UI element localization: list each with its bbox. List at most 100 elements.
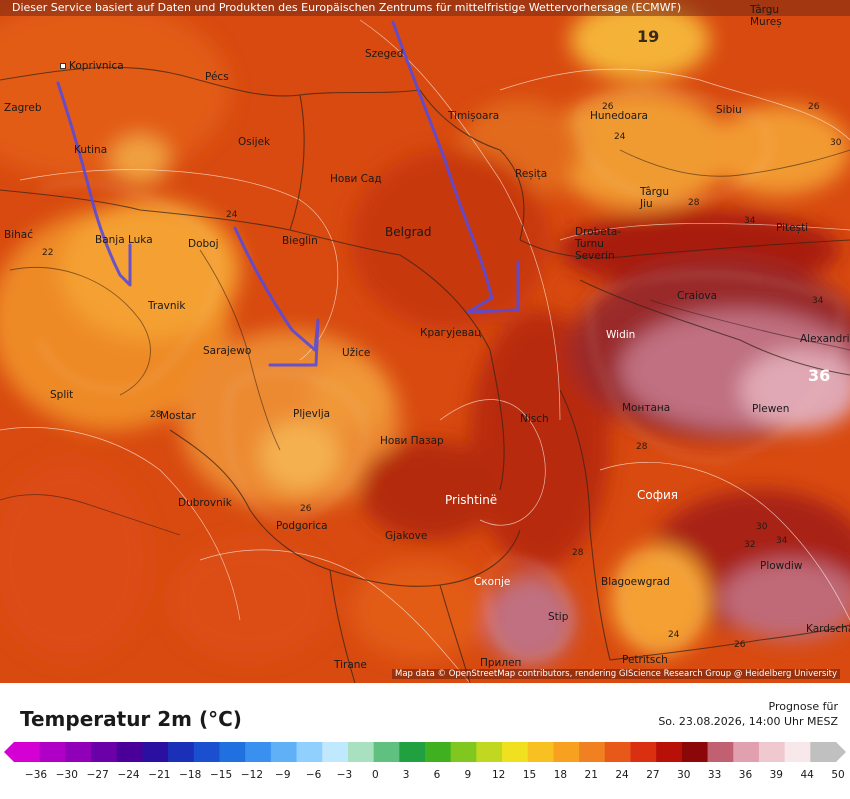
- city-label: Nisch: [520, 413, 549, 425]
- isotherm-label: 30: [756, 522, 768, 532]
- city-label: Bihać: [4, 229, 33, 241]
- scale-cell: [373, 742, 400, 762]
- city-label: Pécs: [205, 71, 229, 83]
- city-label: Doboj: [188, 238, 219, 250]
- isotherm-label: 26: [808, 102, 820, 112]
- city-label: Užice: [342, 347, 371, 359]
- isotherm-label: 28: [636, 442, 648, 452]
- city-label: Скопје: [474, 576, 511, 588]
- ecmwf-credit: Dieser Service basiert auf Daten und Pro…: [0, 0, 850, 16]
- city-label: Tirane: [334, 659, 367, 671]
- city-label: Dubrovnik: [178, 497, 232, 509]
- scale-tick-label: 6: [433, 769, 441, 781]
- scale-tick-label: 36: [738, 769, 753, 781]
- city-label: Plewen: [752, 403, 790, 415]
- scale-tick-label: 30: [677, 769, 691, 781]
- city-label: Монтана: [622, 402, 671, 414]
- scale-tick-label: 39: [769, 769, 783, 781]
- city-marker-icon: [60, 63, 66, 69]
- scale-cell: [245, 742, 272, 762]
- city-label: Belgrad: [385, 225, 432, 239]
- scale-cell: [502, 742, 529, 762]
- isotherm-label: 28: [688, 198, 700, 208]
- scale-cell: [707, 742, 734, 762]
- isotherm-label: 24: [614, 132, 626, 142]
- scale-cell: [142, 742, 169, 762]
- scale-cell: [65, 742, 92, 762]
- scale-cell: [270, 742, 298, 762]
- scale-cell: [219, 742, 246, 762]
- color-scale-cells: [4, 742, 846, 762]
- map-canvas: [0, 0, 850, 683]
- isotherm-label: 26: [602, 102, 614, 112]
- temperature-map[interactable]: Dieser Service basiert auf Daten und Pro…: [0, 0, 850, 683]
- scale-cell: [579, 742, 606, 762]
- scale-cell: [604, 742, 631, 762]
- city-label: Târgu Jiu: [640, 186, 670, 210]
- city-label: Прилеп: [480, 657, 522, 669]
- city-label: Drobeta-Turnu Severin: [575, 226, 622, 262]
- scale-cell: [399, 742, 426, 762]
- scale-tick-label: −12: [240, 769, 264, 781]
- city-label: Mostar: [160, 410, 196, 422]
- isotherm-label: 26: [300, 504, 312, 514]
- scale-tick-label: 50: [831, 769, 845, 781]
- scale-tick-label: 21: [584, 769, 598, 781]
- scale-tick-label: 15: [522, 769, 537, 781]
- scale-cell: [450, 742, 477, 762]
- scale-tick-label: 44: [800, 769, 814, 781]
- scale-tick-label: 33: [707, 769, 722, 781]
- isotherm-label: 28: [150, 410, 162, 420]
- scale-tick-label: −30: [55, 769, 78, 781]
- scale-tick-label: −36: [24, 769, 48, 781]
- scale-tick-label: −9: [275, 769, 291, 781]
- scale-tick-label: −21: [148, 769, 171, 781]
- isotherm-label: 28: [572, 548, 584, 558]
- scale-cell: [168, 742, 195, 762]
- scale-tick-label: −27: [86, 769, 109, 781]
- scale-tick-label: 18: [553, 769, 568, 781]
- city-label: Kardschali: [806, 623, 850, 635]
- scale-tick-label: −6: [305, 769, 322, 781]
- city-label: Timișoara: [448, 110, 500, 122]
- scale-tick-label: −18: [179, 769, 202, 781]
- city-label: Pitești: [776, 222, 809, 234]
- isotherm-label: 34: [744, 216, 756, 226]
- city-label: Travnik: [148, 300, 186, 312]
- scale-cell: [322, 742, 349, 762]
- scale-tick-label: 9: [464, 769, 472, 781]
- osm-credit[interactable]: Map data © OpenStreetMap contributors, r…: [392, 669, 840, 679]
- scale-cell: [91, 742, 118, 762]
- scale-cell: [553, 742, 580, 762]
- city-label: Blagoewgrad: [601, 576, 670, 588]
- scale-ticks: −36 −30 −27 −24 −21 −18 −15 −12 −9 −6 −3 0 3 6 9 12 15 18…: [0, 769, 850, 785]
- scale-cell: [630, 742, 657, 762]
- city-label: Split: [50, 389, 74, 401]
- scale-cell: [193, 742, 220, 762]
- scale-cell: [347, 742, 375, 762]
- city-label: Prishtinë: [445, 493, 498, 507]
- scale-tick-label: 3: [402, 769, 410, 781]
- city-label: Bieglin: [282, 235, 318, 247]
- scale-cell: [527, 742, 554, 762]
- city-label: Banja Luka: [95, 234, 153, 246]
- city-label: Craiova: [677, 290, 718, 302]
- scale-cell: [14, 742, 41, 762]
- isotherm-label: 26: [734, 640, 746, 650]
- forecast-info: Prognose für So. 23.08.2026, 14:00 Uhr M…: [658, 699, 838, 729]
- city-label: Pljevlja: [293, 408, 331, 420]
- legend-panel: Temperatur 2m (°C) Prognose für So. 23.0…: [0, 683, 850, 799]
- city-label: Hunedoara: [590, 110, 648, 122]
- city-label: Târgu Mureș: [750, 4, 782, 28]
- city-label: Sibiu: [716, 104, 742, 116]
- scale-tick-label: −3: [336, 769, 353, 781]
- isotherm-label: 34: [776, 536, 788, 546]
- max-temp-label: 19: [637, 27, 660, 46]
- city-label: Widin: [606, 329, 636, 341]
- city-label: Alexandria: [800, 333, 850, 345]
- scale-cell: [681, 742, 709, 762]
- scale-tick-label: 27: [646, 769, 660, 781]
- city-label: Sarajewo: [203, 345, 252, 357]
- scale-tick-label: 24: [615, 769, 629, 781]
- city-label: Podgorica: [276, 520, 328, 532]
